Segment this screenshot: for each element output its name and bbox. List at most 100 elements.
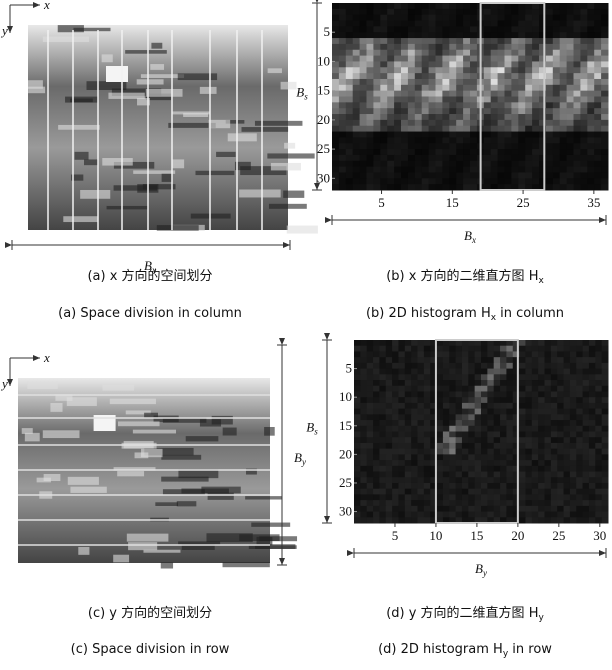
heat-cell <box>589 346 596 352</box>
heat-cell <box>442 85 449 91</box>
heat-cell <box>408 184 415 190</box>
heat-cell <box>422 61 429 67</box>
caption-text: (d) 2D histogram <box>378 642 493 657</box>
heat-cell <box>519 340 526 346</box>
heat-cell <box>553 155 560 161</box>
heat-cell <box>500 380 507 386</box>
heat-cell <box>574 172 581 178</box>
heat-cell <box>424 357 431 363</box>
heat-cell <box>346 38 353 44</box>
heat-cell <box>379 500 386 506</box>
heat-cell <box>553 67 560 73</box>
heat-cell <box>518 155 525 161</box>
heat-cell <box>511 15 518 21</box>
heat-cell <box>511 102 518 108</box>
heat-cell <box>587 50 594 56</box>
heat-cell <box>379 380 386 386</box>
heat-cell <box>505 26 512 32</box>
heat-cell <box>387 15 394 21</box>
heat-cell <box>422 161 429 167</box>
heat-cell <box>580 120 587 126</box>
caption-tail: in row <box>508 642 552 657</box>
heat-cell <box>436 102 443 108</box>
heat-cell <box>392 380 399 386</box>
heat-cell <box>405 351 412 357</box>
heat-cell <box>418 369 425 375</box>
heat-cell <box>589 426 596 432</box>
heat-cell <box>560 32 567 38</box>
heat-cell <box>570 460 577 466</box>
heat-cell <box>379 437 386 443</box>
heat-cell <box>367 357 374 363</box>
texture <box>267 153 314 158</box>
heat-cell <box>546 155 553 161</box>
heat-cell <box>373 512 380 518</box>
heat-cell <box>373 443 380 449</box>
heat-cell <box>587 126 594 132</box>
heat-cell <box>551 363 558 369</box>
heat-cell <box>557 397 564 403</box>
heat-cell <box>532 126 539 132</box>
heat-cell <box>545 363 552 369</box>
heat-cell <box>491 102 498 108</box>
heat-cell <box>398 351 405 357</box>
heat-cell <box>525 97 532 103</box>
heat-cell <box>470 137 477 143</box>
heat-cell <box>518 56 525 62</box>
heat-cell <box>498 61 505 67</box>
heat-cell <box>387 56 394 62</box>
heat-cell <box>339 120 346 126</box>
heat-cell <box>360 120 367 126</box>
heat-cell <box>560 132 567 138</box>
heat-cell <box>470 32 477 38</box>
heat-cell <box>463 61 470 67</box>
heat-cell <box>436 9 443 15</box>
heat-cell <box>437 374 444 380</box>
heat-cell <box>418 351 425 357</box>
heat-cell <box>538 494 545 500</box>
heat-cell <box>442 56 449 62</box>
heat-cell <box>424 391 431 397</box>
heat-cell <box>470 91 477 97</box>
heat-cell <box>353 97 360 103</box>
heat-cell <box>580 167 587 173</box>
heat-cell <box>436 38 443 44</box>
heat-cell <box>449 386 456 392</box>
heat-cell <box>411 363 418 369</box>
heat-cell <box>442 161 449 167</box>
heat-cell <box>570 512 577 518</box>
heat-cell <box>456 79 463 85</box>
heat-cell <box>442 108 449 114</box>
heat-cell <box>587 85 594 91</box>
heat-cell <box>538 512 545 518</box>
heat-cell <box>367 114 374 120</box>
heat-cell <box>373 132 380 138</box>
heat-cell <box>546 38 553 44</box>
heat-cell <box>380 32 387 38</box>
heat-cell <box>449 137 456 143</box>
heat-cell <box>589 357 596 363</box>
heat-cell <box>525 67 532 73</box>
heat-cell <box>576 420 583 426</box>
heat-cell <box>449 346 456 352</box>
heat-cell <box>470 26 477 32</box>
heat-cell <box>367 50 374 56</box>
heat-cell <box>487 403 494 409</box>
heat-cell <box>353 32 360 38</box>
heat-cell <box>424 466 431 472</box>
heat-cell <box>574 3 581 9</box>
heat-cell <box>380 108 387 114</box>
heat-cell <box>602 357 609 363</box>
heat-cell <box>387 143 394 149</box>
heat-cell <box>387 184 394 190</box>
heat-cell <box>481 369 488 375</box>
heat-cell <box>394 155 401 161</box>
heat-cell <box>387 21 394 27</box>
heat-cell <box>443 420 450 426</box>
heat-cell <box>468 506 475 512</box>
heat-cell <box>468 489 475 495</box>
heat-cell <box>583 449 590 455</box>
heat-cell <box>587 137 594 143</box>
heat-cell <box>500 426 507 432</box>
heat-cell <box>449 161 456 167</box>
